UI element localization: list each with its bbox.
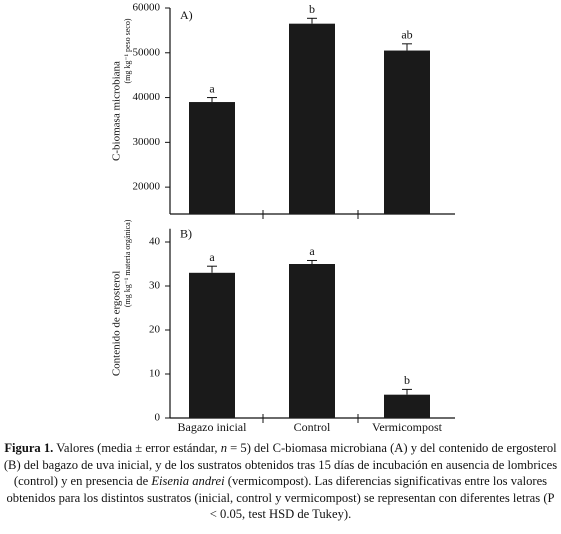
caption-text: = 5) del C-biomasa microbiana (A) y del … [3, 441, 558, 488]
y-tick-label: 20000 [133, 181, 161, 193]
bar [384, 394, 430, 418]
y-tick-label: 30 [149, 280, 161, 292]
caption-label: Figura 1. [4, 441, 54, 455]
significance-letter: a [209, 250, 215, 264]
y-tick-label: 50000 [133, 46, 161, 58]
y-tick-label: 20 [149, 324, 161, 336]
caption-text: (vermicompost). Las diferencias signific… [6, 474, 555, 521]
bar [189, 102, 235, 214]
significance-letter: b [309, 2, 315, 16]
y-tick-label: 30000 [133, 136, 161, 148]
y-tick-label: 0 [155, 412, 161, 424]
bar [189, 272, 235, 418]
significance-letter: a [309, 244, 315, 258]
y-tick-label: 60000 [133, 2, 161, 14]
y-axis-unit: (mg kg⁻¹ materia orgánica) [123, 219, 132, 307]
panel-label: A) [180, 8, 193, 22]
caption-text: Valores (media ± error estándar, [53, 441, 221, 455]
significance-letter: ab [401, 28, 412, 42]
panel-label: B) [180, 227, 192, 241]
caption-text: Eisenia andrei [151, 474, 225, 488]
caption-text: n [220, 441, 227, 455]
y-axis-label: Contenido de ergosterol [111, 271, 123, 377]
y-tick-label: 10 [149, 368, 161, 380]
x-tick-label: Vermicompost [372, 420, 443, 434]
bar [289, 264, 335, 418]
x-tick-label: Control [294, 420, 331, 434]
bar [289, 23, 335, 214]
y-tick-label: 40000 [133, 91, 161, 103]
y-axis-label: C-biomasa microbiana [111, 61, 123, 161]
caption: Figura 1. Valores (media ± error estánda… [3, 440, 558, 523]
y-tick-label: 40 [149, 236, 161, 248]
chart: A) C-biomasa microbiana(mg kg⁻¹ peso seco… [111, 2, 455, 434]
y-axis-unit: (mg kg⁻¹ peso seco) [123, 18, 132, 83]
x-tick-label: Bagazo inicial [178, 420, 248, 434]
significance-letter: a [209, 81, 215, 95]
significance-letter: b [404, 373, 410, 387]
bar [384, 50, 430, 214]
